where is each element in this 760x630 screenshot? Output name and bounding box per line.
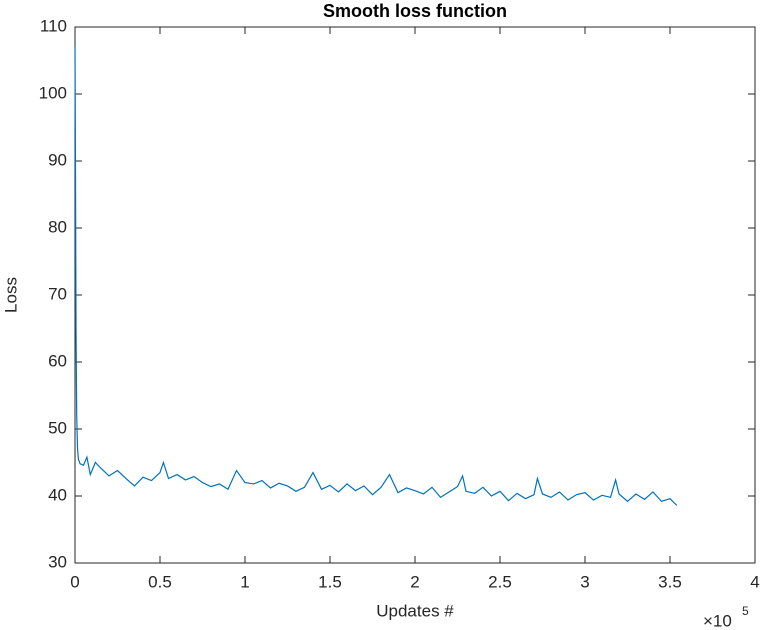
y-tick-label: 60 — [48, 351, 67, 370]
loss-line — [74, 47, 678, 506]
x-tick-label: 1.5 — [318, 572, 342, 591]
x-tick-label: 3.5 — [658, 572, 682, 591]
y-tick-label: 90 — [48, 150, 67, 169]
x-tick-label: 0.5 — [148, 572, 172, 591]
y-tick-label: 30 — [48, 552, 67, 571]
x-tick-label: 4 — [750, 572, 759, 591]
plot-area — [74, 26, 756, 564]
x-tick-label: 3 — [580, 572, 589, 591]
y-tick-label: 70 — [48, 284, 67, 303]
y-tick-label: 50 — [48, 418, 67, 437]
y-axis-label: Loss — [1, 277, 20, 313]
x-tick-label: 0 — [70, 572, 79, 591]
x-multiplier-base: ×10 — [703, 611, 732, 630]
chart-title: Smooth loss function — [323, 1, 507, 21]
y-tick-label: 40 — [48, 485, 67, 504]
x-multiplier-exponent: 5 — [742, 604, 749, 618]
y-tick-label: 100 — [39, 83, 67, 102]
x-tick-label: 1 — [240, 572, 249, 591]
x-axis-label: Updates # — [376, 601, 454, 620]
x-tick-label: 2 — [410, 572, 419, 591]
x-tick-label: 2.5 — [488, 572, 512, 591]
y-tick-label: 80 — [48, 217, 67, 236]
y-tick-label: 110 — [40, 16, 67, 35]
